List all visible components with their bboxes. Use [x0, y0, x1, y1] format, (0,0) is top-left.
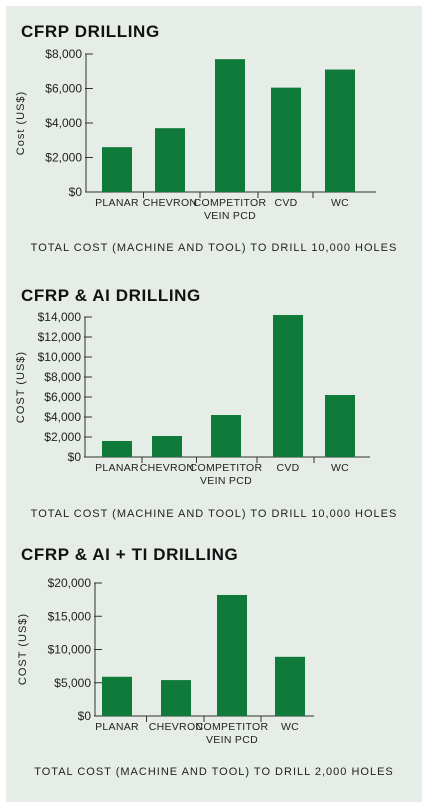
bar-planar: [102, 147, 132, 192]
chart-title: CFRP & AI + TI DRILLING: [21, 545, 239, 564]
x-tick-label: COMPETITOR VEIN PCD: [194, 197, 267, 222]
y-tick-label: $0: [69, 185, 83, 199]
chart-title: CFRP & AI DRILLING: [21, 286, 201, 305]
bar-competitor-vein-pcd: [217, 594, 247, 716]
bar-competitor-vein-pcd: [215, 59, 245, 192]
x-tick-label: CHEVRON: [140, 462, 195, 474]
x-tick-label: WC: [281, 721, 299, 733]
chart-plot: COST (US$) $0 $5,000 $10,000 $15,000 $20,000 P…: [17, 576, 314, 746]
bar-competitor-vein-pcd: [211, 415, 241, 457]
y-tick-label: $8,000: [44, 370, 81, 384]
chart-cfrp-drilling: CFRP DRILLING Cost (US$) $0 $2,000 $4,000 $6…: [6, 6, 422, 266]
bar-wc: [325, 395, 355, 457]
y-tick-label: $2,000: [44, 430, 81, 444]
chart-title: CFRP DRILLING: [21, 22, 160, 41]
chart-plot: COST (US$) $0 $2,000 $4,000 $6,000 $8,000 $10,…: [15, 310, 370, 487]
x-tick-label: CHEVRON: [149, 721, 204, 733]
y-tick-label: $12,000: [38, 330, 82, 344]
y-tick-label: $4,000: [44, 410, 81, 424]
bar-chevron: [155, 128, 185, 192]
x-tick-label: WC: [331, 197, 349, 209]
y-tick-label: $10,000: [38, 350, 82, 364]
bar-planar: [102, 441, 132, 457]
bar-chevron: [152, 436, 182, 457]
y-tick-label: $2,000: [45, 151, 82, 165]
x-tick-label: PLANAR: [95, 197, 139, 209]
x-tick-label: WC: [331, 462, 349, 474]
y-tick-label: $15,000: [48, 609, 92, 623]
bar-wc: [275, 656, 305, 716]
chart-plot: Cost (US$) $0 $2,000 $4,000 $6,000 $8,000 PLAN…: [15, 47, 376, 222]
y-tick-label: $4,000: [45, 116, 82, 130]
y-tick-label: $0: [78, 709, 92, 723]
x-tick-label: CHEVRON: [143, 197, 198, 209]
y-tick-label: $8,000: [45, 47, 82, 61]
bar-cvd: [271, 87, 301, 192]
chart-cfrp-al-drilling: CFRP & AI DRILLING COST (US$) $0 $2,000 $4,…: [6, 268, 422, 533]
y-axis-title: Cost (US$): [15, 91, 27, 155]
bar-wc: [325, 69, 355, 192]
y-axis-title: COST (US$): [15, 351, 27, 423]
x-tick-label: PLANAR: [95, 462, 139, 474]
y-tick-label: $20,000: [48, 576, 92, 590]
figure-panel: CFRP DRILLING Cost (US$) $0 $2,000 $4,000 $6…: [6, 6, 422, 802]
chart-cfrp-al-ti-drilling: CFRP & AI + TI DRILLING COST (US$) $0 $5,0…: [6, 534, 422, 802]
x-tick-label: COMPETITOR VEIN PCD: [190, 462, 263, 487]
chart-footer-caption: TOTAL COST (MACHINE AND TOOL) TO DRILL 1…: [30, 242, 398, 254]
x-tick-label: CVD: [274, 197, 297, 209]
chart-footer-caption: TOTAL COST (MACHINE AND TOOL) TO DRILL 1…: [30, 508, 398, 520]
y-tick-label: $14,000: [38, 310, 82, 324]
y-tick-label: $5,000: [54, 676, 91, 690]
chart-footer-caption: TOTAL COST (MACHINE AND TOOL) TO DRILL 2…: [34, 766, 394, 778]
x-tick-label: COMPETITOR VEIN PCD: [196, 721, 269, 746]
y-axis-title: COST (US$): [17, 613, 29, 685]
y-tick-label: $6,000: [44, 390, 81, 404]
y-tick-label: $6,000: [45, 82, 82, 96]
x-tick-label: PLANAR: [95, 721, 139, 733]
bar-cvd: [273, 315, 303, 457]
y-tick-label: $10,000: [48, 643, 92, 657]
bar-planar: [102, 676, 132, 716]
x-tick-label: CVD: [276, 462, 299, 474]
y-tick-label: $0: [68, 450, 82, 464]
bar-chevron: [161, 680, 191, 716]
